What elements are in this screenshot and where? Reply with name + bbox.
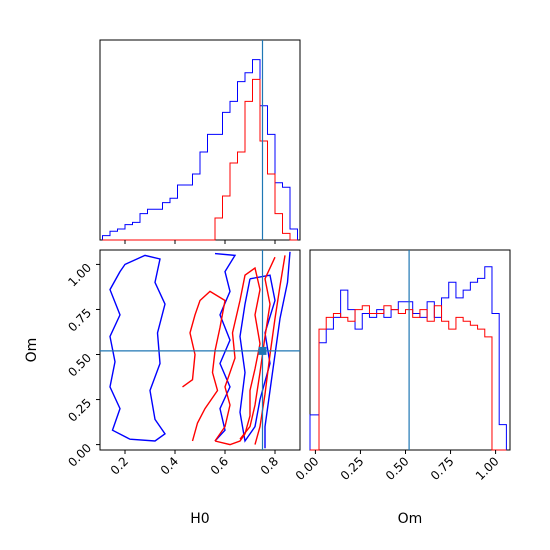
om-left-tick-label: 0.50 bbox=[65, 351, 94, 380]
om-ticks-bottom: 0.00 0.25 0.50 0.75 1.00 bbox=[293, 450, 502, 483]
h0-tick-label: 0.2 bbox=[108, 454, 131, 477]
om-hist-red-series bbox=[310, 305, 507, 451]
h0-hist-blue-series bbox=[102, 59, 298, 240]
h0-tick-label: 0.6 bbox=[208, 454, 231, 477]
om-y-axis-label: Om bbox=[24, 338, 40, 363]
om-ticks-left: 0.00 0.25 0.50 0.75 1.00 bbox=[65, 261, 100, 470]
om-bottom-tick-label: 0.75 bbox=[428, 454, 457, 483]
om-histogram-panel: 0.00 0.25 0.50 0.75 1.00 Om bbox=[293, 249, 511, 527]
contour-panel: 0.2 0.4 0.6 0.8 0.00 0.25 0.50 0.75 1.00 H0 Om bbox=[24, 249, 301, 527]
h0-histogram-frame bbox=[99, 39, 301, 241]
contour-blue bbox=[264, 251, 291, 449]
h0-tick-label: 0.8 bbox=[258, 454, 281, 477]
om-hist-blue-series bbox=[309, 266, 507, 450]
h0-histogram-marks bbox=[102, 40, 298, 244]
h0-tick-label: 0.4 bbox=[158, 454, 181, 477]
contour-marks bbox=[100, 250, 300, 450]
h0-ticks: 0.2 0.4 0.6 0.8 bbox=[108, 450, 281, 478]
om-histogram-marks bbox=[309, 250, 507, 451]
contour-red bbox=[254, 255, 286, 445]
om-left-tick-label: 0.25 bbox=[65, 396, 94, 425]
contour-frame bbox=[99, 249, 301, 451]
truth-marker bbox=[258, 346, 267, 355]
h0-axis-label: H0 bbox=[190, 511, 209, 527]
om-histogram-frame bbox=[309, 249, 511, 451]
contour-blue bbox=[109, 254, 166, 442]
om-bottom-tick-label: 0.00 bbox=[293, 454, 322, 483]
om-bottom-tick-label: 0.50 bbox=[383, 454, 412, 483]
contour-red bbox=[182, 290, 226, 442]
om-left-tick-label: 1.00 bbox=[65, 261, 94, 290]
contour-lines bbox=[100, 250, 300, 450]
contour-blue bbox=[214, 252, 237, 442]
om-bottom-tick-label: 1.00 bbox=[473, 454, 502, 483]
h0-hist-red-series bbox=[102, 78, 298, 241]
om-x-axis-label: Om bbox=[398, 511, 423, 527]
contour-blue bbox=[239, 274, 276, 443]
h0-histogram-panel bbox=[99, 39, 301, 244]
om-left-tick-label: 0.75 bbox=[65, 306, 94, 335]
om-left-tick-label: 0.00 bbox=[65, 441, 94, 470]
om-bottom-tick-label: 0.25 bbox=[338, 454, 367, 483]
